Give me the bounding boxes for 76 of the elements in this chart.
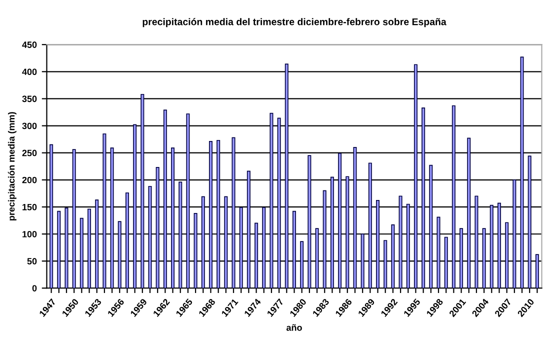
bar (140, 94, 144, 288)
y-tick-label: 50 (27, 258, 37, 264)
bar (520, 56, 524, 288)
bar (64, 208, 68, 288)
bar (429, 164, 433, 288)
bar (292, 210, 296, 288)
bar (406, 204, 410, 288)
bar (338, 152, 342, 288)
y-axis-title: precipitación media (mm) (8, 112, 16, 220)
bar (57, 210, 61, 288)
bar (512, 179, 516, 288)
bar (444, 236, 448, 288)
bar (208, 141, 212, 288)
bar (133, 124, 137, 288)
bar (474, 196, 478, 288)
bar (125, 192, 129, 288)
y-tick-label: 0 (32, 285, 37, 292)
bar (391, 224, 395, 288)
bar (224, 196, 228, 288)
bar (330, 176, 334, 288)
bar (178, 182, 182, 288)
bar (72, 149, 76, 288)
bar (239, 207, 243, 288)
bar (360, 234, 364, 288)
y-tick-label: 100 (22, 230, 37, 238)
bar (171, 148, 175, 288)
bar (414, 64, 418, 288)
bar (346, 176, 350, 288)
bar (80, 218, 84, 288)
y-tick-label: 450 (22, 42, 37, 48)
bar (163, 110, 167, 288)
bar (102, 133, 106, 288)
bar (246, 170, 250, 288)
bar (490, 204, 494, 288)
y-tick-label: 150 (22, 204, 37, 210)
bar (300, 241, 304, 288)
bar (368, 162, 372, 288)
bar (376, 200, 380, 288)
bar (353, 146, 357, 288)
bar (535, 254, 539, 288)
bar (505, 222, 509, 288)
bar (201, 196, 205, 288)
x-axis-title: año (286, 324, 302, 331)
bar (482, 228, 486, 288)
bar (398, 196, 402, 288)
bar (110, 148, 114, 288)
bar (262, 207, 266, 288)
bar (216, 140, 220, 288)
bar (118, 221, 122, 288)
bar (254, 222, 258, 288)
bar (452, 105, 456, 288)
bar (186, 113, 190, 288)
y-tick-label: 350 (22, 96, 37, 102)
bar (194, 213, 198, 288)
y-tick-label: 300 (22, 122, 37, 130)
bar (528, 156, 532, 288)
bar (95, 199, 99, 288)
bar (497, 202, 501, 288)
y-tick-label: 200 (22, 176, 37, 184)
bar (467, 138, 471, 288)
bar (270, 112, 274, 288)
y-tick-label: 250 (22, 150, 37, 156)
y-tick-label: 400 (22, 68, 37, 76)
bar (460, 228, 464, 288)
bar (232, 137, 236, 288)
bar (422, 107, 426, 288)
bar (284, 64, 288, 288)
bar (322, 190, 326, 288)
chart-title: precipitación media del trimestre diciembre-febrero sobre España (142, 18, 446, 28)
bar (277, 118, 281, 288)
bar (156, 167, 160, 288)
bar (308, 155, 312, 288)
bar (315, 228, 319, 288)
bar (50, 144, 54, 288)
bar (88, 208, 92, 288)
bar (384, 240, 388, 288)
